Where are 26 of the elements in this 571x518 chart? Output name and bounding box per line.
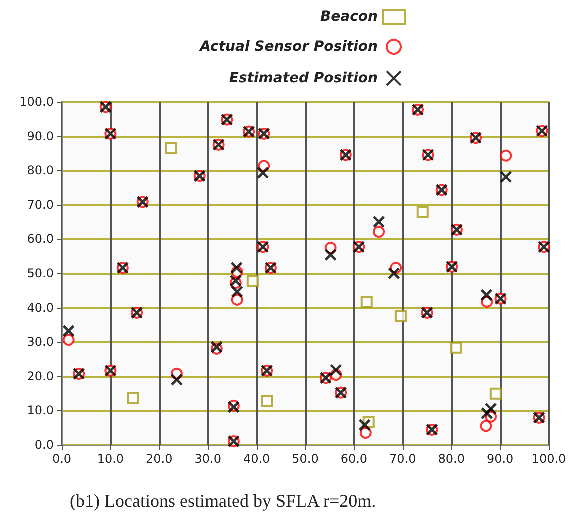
x-tick-label: 30.0 [194,452,222,466]
y-tick-label: 60.0 [27,232,54,246]
x-tick-label: 80.0 [438,452,465,466]
x-tick-label: 70.0 [390,452,416,466]
x-tick-label: 90.0 [486,452,514,466]
legend-label: Estimated Position [229,70,378,86]
legend-label: Actual Sensor Position [199,39,378,55]
x-tick-label: 100.0 [532,452,566,466]
y-tick-label: 70.0 [27,198,54,212]
y-tick-label: 40.0 [27,300,54,315]
y-tick-label: 0.0 [34,438,54,452]
y-tick-label: 100.0 [20,95,54,109]
legend-label: Beacon [320,9,378,25]
x-tick-label: 40.0 [243,452,270,466]
y-tick-label: 20.0 [27,369,54,384]
text: (b1) Locations estimated by SFLA r=20m. [70,491,376,511]
x-tick-label: 60.0 [340,452,368,466]
y-tick-label: 10.0 [27,404,54,418]
x-tick-label: 20.0 [146,452,173,466]
x-tick-label: 50.0 [292,452,319,466]
y-tick-label: 30.0 [27,335,54,350]
y-tick-label: 50.0 [27,266,54,280]
x-tick-label: 10.0 [97,452,124,466]
y-tick-label: 80.0 [27,164,54,178]
x-tick-label: 0.0 [52,452,72,466]
y-tick-label: 90.0 [27,129,54,144]
